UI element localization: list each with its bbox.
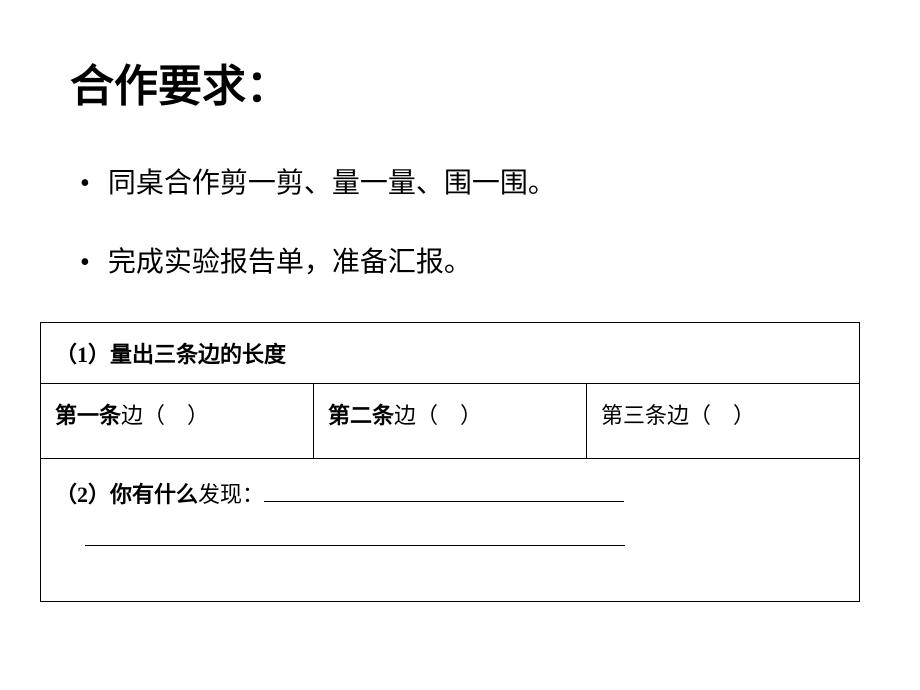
slide-content: 合作要求： • 同桌合作剪一剪、量一量、围一围。 • 完成实验报告单，准备汇报。… [0, 0, 920, 642]
cell-rest: 边（ ） [394, 403, 482, 428]
bullet-text: 同桌合作剪一剪、量一量、围一围。 [108, 164, 556, 203]
table-cell-header1: （1）量出三条边的长度 [41, 323, 860, 384]
table-cell-discovery: （2）你有什么发现： [41, 459, 860, 602]
table-cell-edge2: 第二条边（ ） [314, 384, 587, 459]
bullet-dot-icon: • [80, 164, 90, 203]
bullet-list: • 同桌合作剪一剪、量一量、围一围。 • 完成实验报告单，准备汇报。 [80, 164, 850, 282]
bullet-dot-icon: • [80, 243, 90, 282]
worksheet-table-wrap: （1）量出三条边的长度 第一条边（ ） 第二条边（ ） 第三条边（ ） （2）你… [40, 322, 860, 602]
blank-line [264, 483, 624, 503]
blank-line [85, 527, 625, 547]
worksheet-table: （1）量出三条边的长度 第一条边（ ） 第二条边（ ） 第三条边（ ） （2）你… [40, 322, 860, 602]
table-row: （2）你有什么发现： [41, 459, 860, 602]
cell-bold: 第一条 [55, 403, 121, 428]
cell-rest: 边（ ） [121, 403, 209, 428]
bullet-item: • 完成实验报告单，准备汇报。 [80, 243, 850, 282]
table-cell-edge3: 第三条边（ ） [587, 384, 860, 459]
bullet-text: 完成实验报告单，准备汇报。 [108, 243, 472, 282]
cell-rest: 发现： [198, 482, 264, 507]
table-row: （1）量出三条边的长度 [41, 323, 860, 384]
cell-bold: （2）你有什么 [55, 482, 198, 507]
cell-bold: 第二条 [328, 403, 394, 428]
table-row: 第一条边（ ） 第二条边（ ） 第三条边（ ） [41, 384, 860, 459]
slide-title: 合作要求： [70, 50, 850, 114]
bullet-item: • 同桌合作剪一剪、量一量、围一围。 [80, 164, 850, 203]
table-cell-edge1: 第一条边（ ） [41, 384, 314, 459]
